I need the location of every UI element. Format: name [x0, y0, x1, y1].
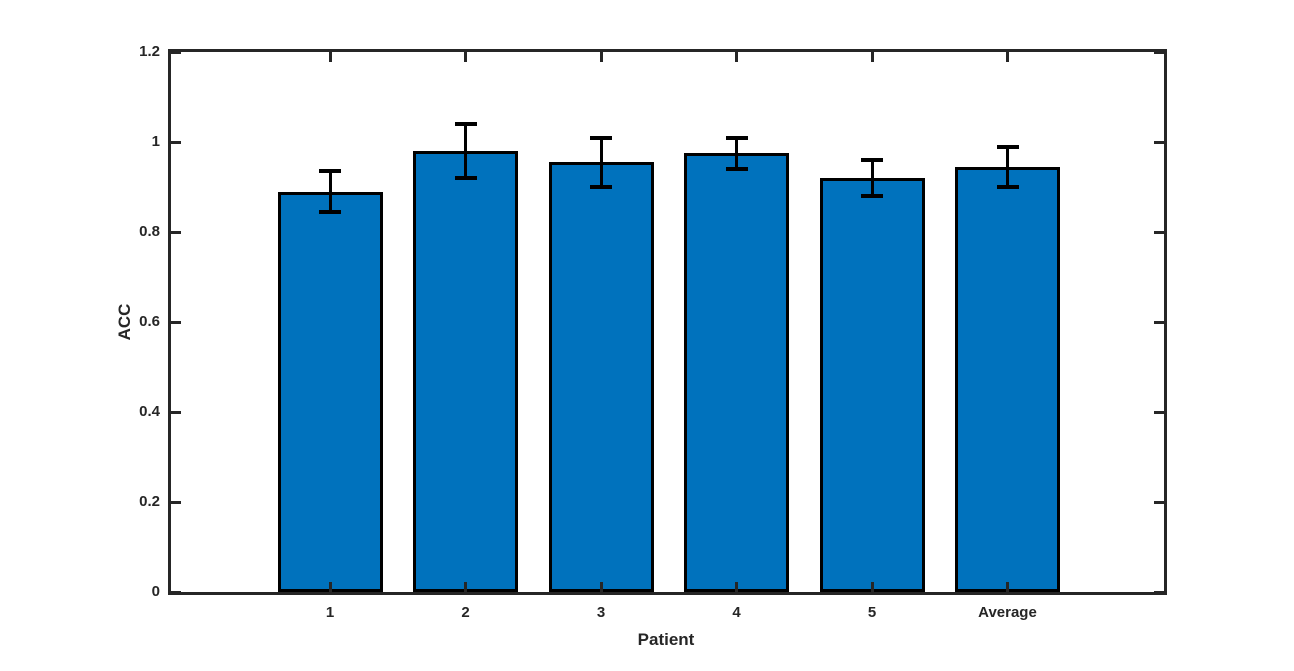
x-tick-mark [328, 582, 332, 592]
x-axis-label: Patient [637, 630, 695, 649]
error-bar-line [464, 124, 467, 178]
x-tick-label: 2 [461, 604, 470, 621]
x-tick-mark [870, 582, 874, 592]
plot-area [168, 49, 1167, 595]
y-tick-mark [171, 230, 181, 234]
error-bar-bottom-cap [319, 209, 341, 214]
error-bar-line [599, 137, 603, 187]
y-tick-label: 0.4 [139, 403, 160, 420]
y-tick-label: 0.8 [139, 223, 160, 240]
y-tick-mark [171, 50, 181, 54]
x-tick-mark [1006, 582, 1009, 592]
x-tick-label: 5 [867, 604, 877, 621]
y-tick-mark [171, 140, 181, 144]
error-bar-bottom-cap [996, 185, 1019, 189]
x-tick-mark-top [870, 52, 874, 62]
bar [413, 151, 518, 592]
y-tick-label: 0.2 [139, 493, 160, 510]
x-tick-mark [464, 582, 467, 592]
y-tick-mark [171, 410, 181, 414]
y-tick-mark-right [1154, 590, 1164, 594]
x-tick-mark-top [1006, 52, 1009, 62]
error-bar-bottom-cap [454, 176, 477, 180]
x-tick-label: 1 [325, 604, 335, 621]
error-bar-bottom-cap [590, 185, 612, 189]
y-tick-label: 0 [151, 583, 160, 600]
x-tick-label: 4 [732, 604, 741, 621]
y-tick-label: 0.6 [139, 313, 160, 330]
y-tick-label: 1 [151, 133, 160, 150]
y-axis-label: ACC [115, 303, 134, 341]
error-bar-line [1006, 146, 1009, 187]
errorbars-layer [171, 52, 1164, 592]
y-tick-mark-right [1154, 320, 1164, 324]
bar [955, 166, 1060, 592]
error-bar-line [870, 160, 874, 196]
x-tick-mark [735, 582, 738, 592]
x-tick-mark-top [599, 52, 603, 62]
x-tick-mark-top [328, 52, 332, 62]
error-bar-top-cap [725, 135, 748, 140]
x-tick-label: 3 [596, 604, 606, 621]
y-tick-label: 1.2 [139, 43, 160, 60]
y-tick-mark [171, 590, 181, 594]
x-tick-mark [599, 582, 603, 592]
tick-marks-layer [171, 50, 1164, 594]
y-tick-mark-right [1154, 230, 1164, 234]
error-bar-bottom-cap [861, 194, 883, 198]
y-tick-mark-right [1154, 140, 1164, 144]
error-bar-line [735, 137, 738, 169]
error-bar-bottom-cap [725, 167, 748, 171]
error-bar-top-cap [861, 158, 883, 162]
error-bar-top-cap [319, 169, 341, 174]
bar [684, 153, 789, 592]
error-bar-line [328, 171, 332, 212]
y-tick-mark [171, 320, 181, 324]
x-tick-label: Average [978, 604, 1037, 621]
bar [819, 178, 925, 592]
y-tick-mark-right [1154, 50, 1164, 54]
error-bar-top-cap [590, 135, 612, 140]
error-bar-top-cap [454, 122, 477, 126]
y-tick-mark-right [1154, 500, 1164, 504]
bar [277, 191, 383, 592]
error-bar-top-cap [996, 144, 1019, 149]
y-tick-mark-right [1154, 410, 1164, 414]
y-tick-mark [171, 500, 181, 504]
x-tick-mark-top [464, 52, 467, 62]
bars-layer [171, 52, 1164, 592]
x-tick-mark-top [735, 52, 738, 62]
